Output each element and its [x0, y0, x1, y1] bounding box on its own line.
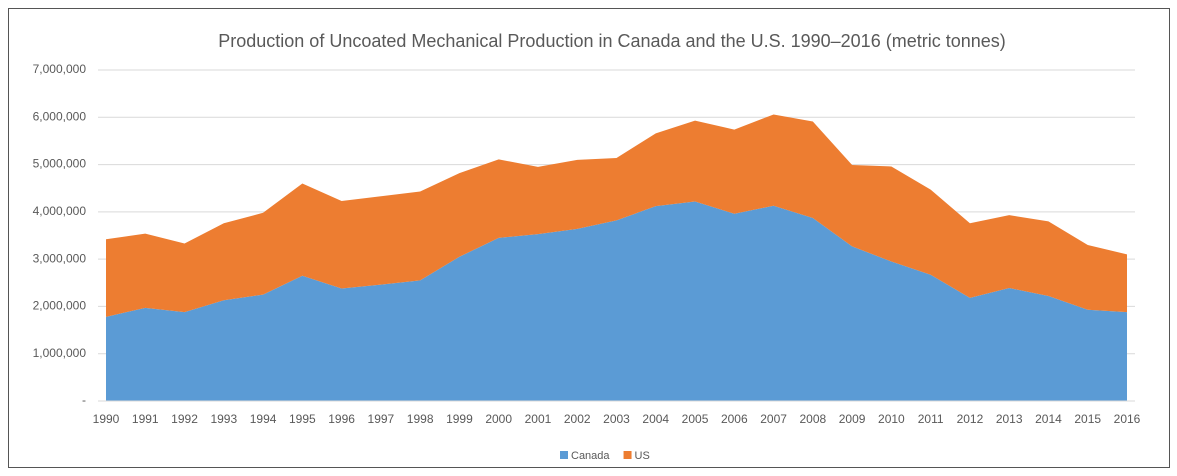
y-tick-label: 1,000,000 [33, 346, 87, 360]
y-tick-label: - [82, 393, 86, 407]
x-tick-label: 1994 [250, 412, 277, 426]
legend-label: US [635, 450, 650, 462]
y-tick-label: 3,000,000 [33, 251, 87, 265]
x-tick-label: 2010 [878, 412, 905, 426]
x-tick-label: 1991 [132, 412, 159, 426]
area [106, 201, 1127, 401]
x-tick-label: 2009 [839, 412, 866, 426]
y-tick-label: 7,000,000 [33, 62, 87, 76]
x-tick-label: 2013 [996, 412, 1023, 426]
x-tick-label: 2008 [799, 412, 826, 426]
x-tick-label: 2016 [1114, 412, 1141, 426]
x-tick-label: 1993 [210, 412, 237, 426]
y-tick-label: 6,000,000 [33, 109, 87, 123]
chart-title: Production of Uncoated Mechanical Produc… [218, 31, 1005, 51]
x-tick-label: 2005 [682, 412, 709, 426]
legend-swatch [560, 451, 568, 459]
legend-label: Canada [571, 450, 610, 462]
x-tick-label: 1992 [171, 412, 198, 426]
legend-swatch [623, 451, 632, 459]
x-tick-label: 2006 [721, 412, 748, 426]
x-tick-label: 1996 [328, 412, 355, 426]
x-tick-label: 2003 [603, 412, 630, 426]
x-tick-label: 1995 [289, 412, 316, 426]
y-tick-label: 2,000,000 [33, 299, 87, 313]
x-tick-label: 2001 [525, 412, 552, 426]
x-tick-label: 2007 [760, 412, 787, 426]
x-tick-label: 2011 [918, 412, 944, 426]
x-tick-label: 1997 [368, 412, 395, 426]
x-tick-label: 1999 [446, 412, 473, 426]
area [106, 114, 1127, 317]
x-tick-label: 2014 [1035, 412, 1062, 426]
x-tick-label: 1998 [407, 412, 434, 426]
y-tick-label: 4,000,000 [33, 204, 87, 218]
x-tick-label: 2012 [957, 412, 984, 426]
x-tick-label: 1990 [93, 412, 120, 426]
x-tick-label: 2000 [485, 412, 512, 426]
x-tick-label: 2004 [642, 412, 669, 426]
x-tick-label: 2002 [564, 412, 591, 426]
x-tick-label: 2015 [1074, 412, 1101, 426]
y-tick-label: 5,000,000 [33, 157, 87, 171]
